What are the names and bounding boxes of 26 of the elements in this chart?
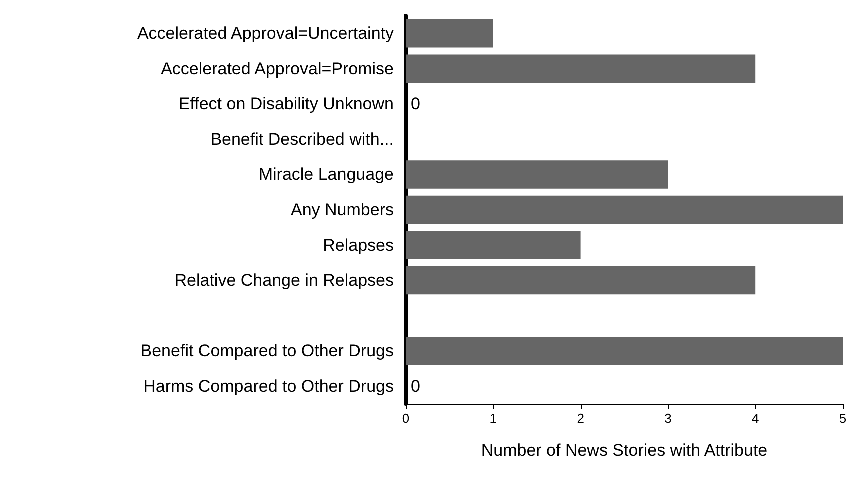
x-tick-label: 4 [752,411,760,426]
x-axis-title: Number of News Stories with Attribute [481,441,768,460]
y-tick-label: Effect on Disability Unknown [178,94,394,114]
y-tick-label: Harms Compared to Other Drugs [144,376,394,396]
bar [406,54,756,84]
bar [406,266,756,295]
x-tick-label: 1 [490,411,498,426]
bar [406,196,843,224]
y-tick-label: Relative Change in Relapses [174,271,394,290]
x-tick-label: 5 [839,411,847,426]
y-tick-label: Relapses [323,236,394,255]
bar [406,160,668,189]
x-tick-label: 2 [577,411,584,426]
x-tick-label: 0 [402,411,410,426]
y-tick-label: Miracle Language [258,165,394,184]
y-tick-label: Accelerated Approval=Uncertainty [137,24,394,44]
y-tick-label: Any Numbers [291,200,394,220]
y-tick-label: Accelerated Approval=Promise [161,59,394,78]
bar [406,231,581,260]
data-label: 0 [411,94,420,114]
y-tick-label: Benefit Described with... [210,130,394,149]
x-tick-label: 3 [664,411,672,426]
y-tick-label: Benefit Compared to Other Drugs [140,342,394,361]
bar [406,20,494,48]
data-label: 0 [411,376,420,396]
bar [406,336,843,366]
